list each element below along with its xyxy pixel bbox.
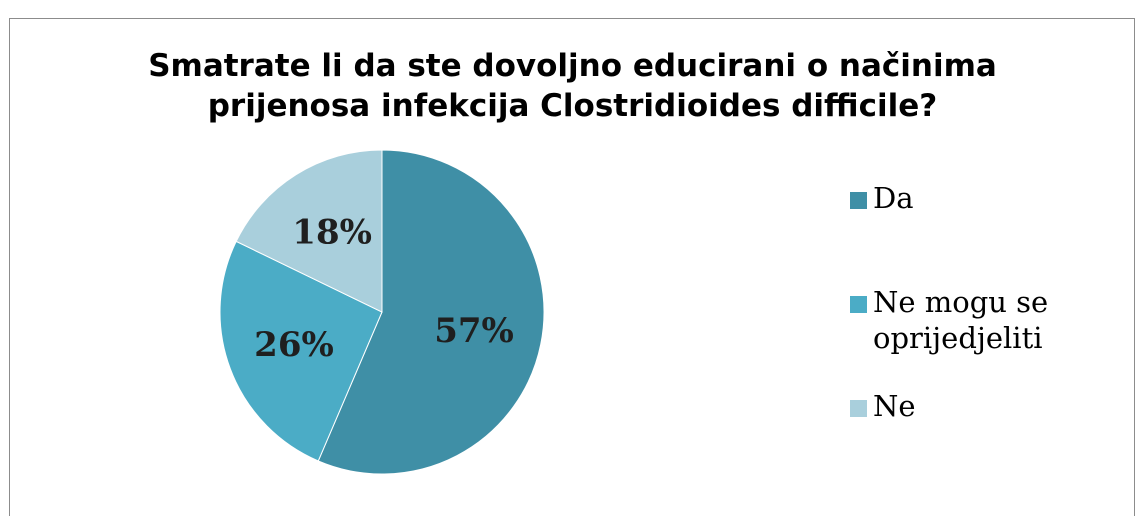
legend-item-ne: Ne	[850, 388, 1093, 424]
legend-label-ne: Ne	[873, 389, 916, 423]
pie-slice-ne-mogu	[219, 240, 383, 462]
chart-frame	[9, 18, 1135, 516]
legend-item-ne-mogu: Ne mogu se oprijedjeliti	[850, 284, 1093, 356]
pie-labels: 57% 26% 18%	[254, 212, 514, 365]
legend-label-da: Da	[873, 181, 914, 215]
legend-swatch-da	[850, 192, 867, 209]
pie-slice-da	[317, 149, 545, 475]
chart-title-line-2: prijenosa infekcija Clostridioides diffi…	[207, 88, 938, 124]
legend-swatch-ne-mogu	[850, 296, 867, 313]
pie-label-da: 57%	[434, 311, 514, 351]
chart-title: Smatrate li da ste dovoljno educirani o …	[0, 46, 1145, 126]
legend-swatch-ne	[850, 400, 867, 417]
legend-item-da: Da	[850, 180, 1093, 216]
chart-title-line-1: Smatrate li da ste dovoljno educirani o …	[148, 48, 997, 84]
pie-slice-ne	[235, 149, 383, 313]
legend-label-ne-mogu: Ne mogu se oprijedjeliti	[873, 285, 1049, 355]
pie-slices	[219, 149, 545, 475]
pie-label-ne-mogu: 26%	[254, 325, 334, 365]
pie-label-ne: 18%	[292, 212, 372, 252]
